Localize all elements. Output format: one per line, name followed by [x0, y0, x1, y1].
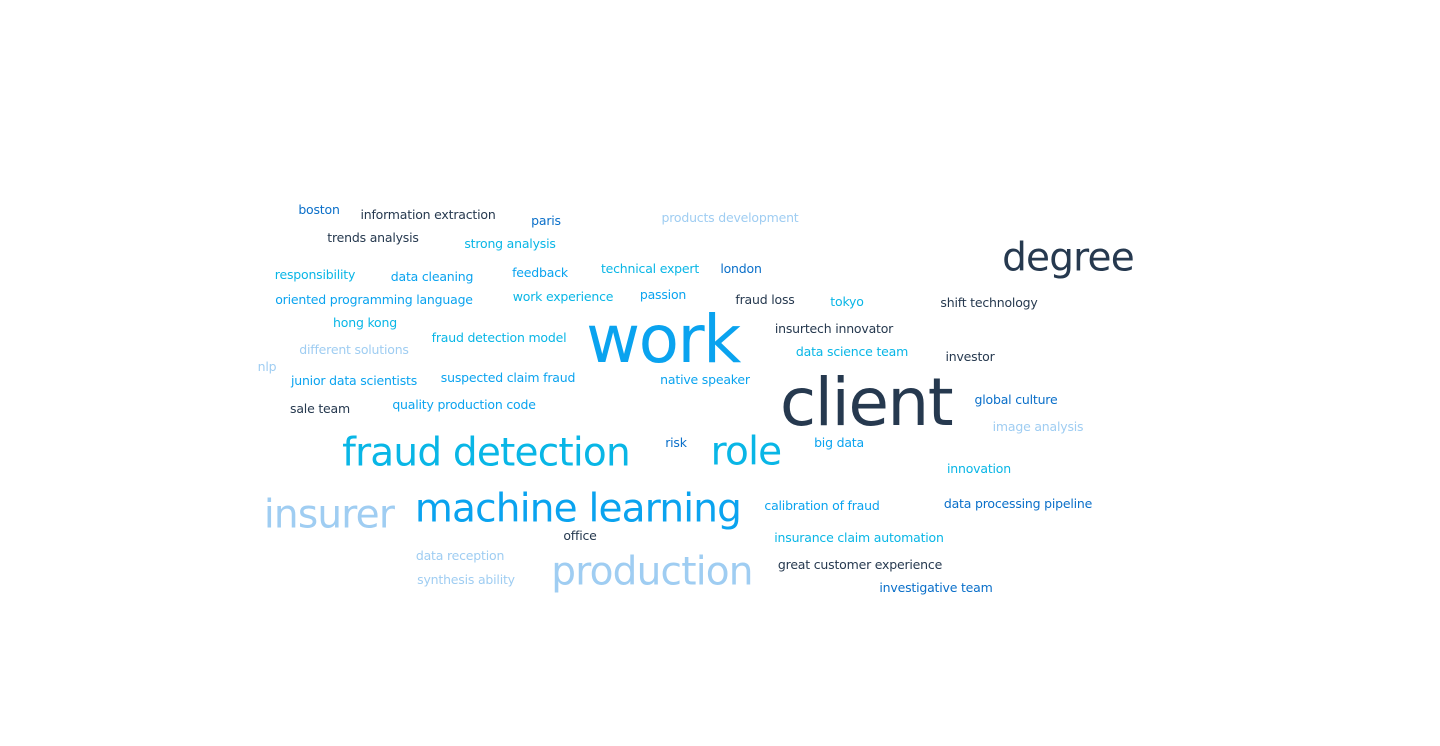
word-tokyo: tokyo: [830, 293, 864, 309]
word-feedback: feedback: [512, 264, 568, 280]
word-data-reception: data reception: [415, 547, 505, 563]
word-insurer-large: insurer: [263, 492, 395, 538]
word-image-analysis: image analysis: [992, 418, 1084, 434]
word-office: office: [563, 527, 597, 543]
word-client-large: client: [779, 364, 954, 441]
word-quality-production-code: quality production code: [392, 396, 536, 412]
word-investor: investor: [945, 348, 995, 364]
word-innovation: innovation: [947, 460, 1011, 476]
word-insurance-claim-automation: insurance claim automation: [774, 529, 944, 545]
word-oriented-programming-language: oriented programming language: [275, 291, 473, 307]
word-different-solutions: different solutions: [299, 341, 409, 357]
word-sale-team: sale team: [290, 400, 350, 416]
word-investigative-team: investigative team: [879, 579, 993, 595]
word-machine-learning-large: machine learning: [414, 486, 742, 532]
word-data-cleaning: data cleaning: [390, 268, 474, 284]
word-shift-technology: shift technology: [940, 294, 1038, 310]
word-production-large: production: [551, 549, 753, 595]
word-trends-analysis: trends analysis: [327, 229, 419, 245]
word-calibration-of-fraud: calibration of fraud: [764, 497, 880, 513]
word-responsibility: responsibility: [274, 266, 356, 282]
word-risk: risk: [665, 434, 687, 450]
word-work-large: work: [586, 301, 741, 378]
word-native-speaker: native speaker: [660, 371, 750, 387]
word-passion: passion: [639, 286, 687, 302]
word-big-data: big data: [814, 434, 864, 450]
word-strong-analysis: strong analysis: [464, 235, 556, 251]
word-fraud-detection-model: fraud detection model: [431, 329, 567, 345]
word-london: london: [720, 260, 762, 276]
word-global-culture: global culture: [974, 391, 1058, 407]
word-role-large: role: [710, 429, 782, 475]
word-work-experience: work experience: [512, 288, 614, 304]
word-data-science-team: data science team: [795, 343, 909, 359]
word-paris: paris: [531, 212, 561, 228]
word-junior-data-scientists: junior data scientists: [290, 372, 418, 388]
word-great-customer-experience: great customer experience: [777, 556, 943, 572]
word-synthesis-ability: synthesis ability: [417, 571, 515, 587]
word-fraud-loss: fraud loss: [735, 291, 795, 307]
word-technical-expert: technical expert: [600, 260, 700, 276]
word-data-processing-pipeline: data processing pipeline: [943, 495, 1093, 511]
word-fraud-detection-large: fraud detection: [342, 430, 631, 476]
word-insurtech-innovator: insurtech innovator: [774, 320, 894, 336]
word-nlp: nlp: [257, 358, 277, 374]
word-hong-kong: hong kong: [333, 314, 397, 330]
word-information-extraction: information extraction: [360, 206, 496, 222]
word-suspected-claim-fraud: suspected claim fraud: [440, 369, 576, 385]
word-boston: boston: [298, 201, 340, 217]
word-products-development: products development: [661, 209, 799, 225]
word-degree: degree: [1002, 235, 1135, 281]
